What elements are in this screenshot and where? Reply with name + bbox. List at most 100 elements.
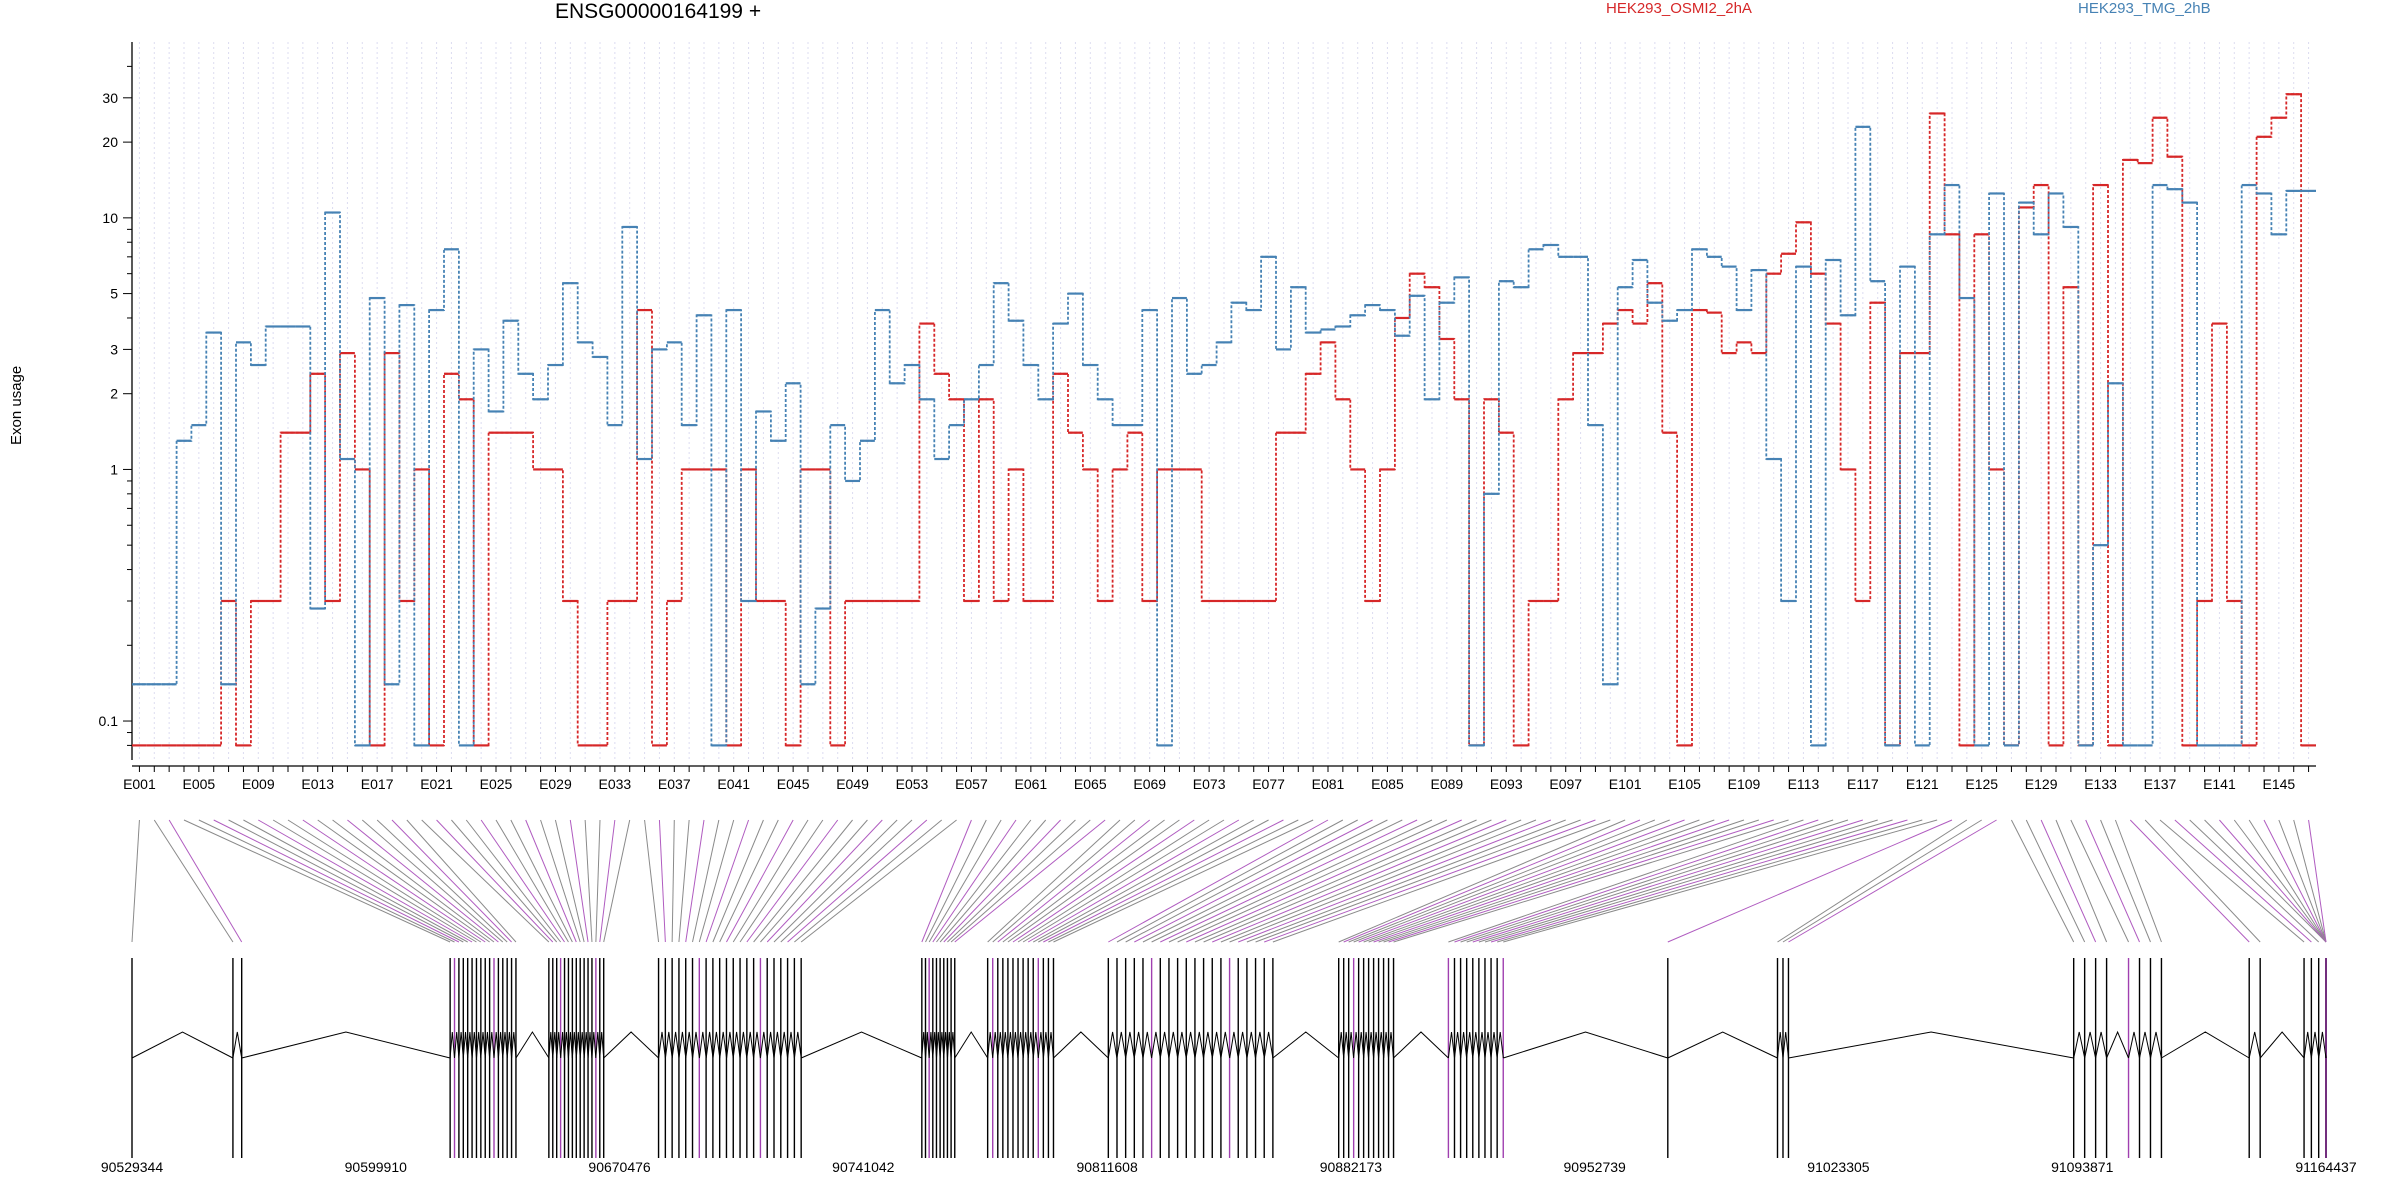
- connector-line: [2263, 819, 2327, 943]
- x-tick-label: E061: [1015, 776, 1048, 792]
- y-tick-label: 10: [102, 210, 118, 226]
- connector-line: [1186, 819, 1462, 943]
- connector-line: [1238, 819, 1552, 943]
- connector-line: [1116, 819, 1344, 943]
- connector-line: [1388, 819, 1774, 943]
- connector-line: [332, 819, 495, 943]
- connector-line: [131, 819, 140, 943]
- connector-line: [658, 819, 666, 943]
- x-tick-label: E077: [1252, 776, 1285, 792]
- connector-line: [2293, 819, 2327, 943]
- connector-line: [1368, 819, 1715, 943]
- connector-line: [1022, 819, 1225, 943]
- vertical-gridlines: [138, 42, 2310, 760]
- connector-line: [480, 819, 565, 943]
- x-tick-label: E117: [1847, 776, 1879, 792]
- connector-line: [1788, 819, 1997, 943]
- x-tick-label: E045: [777, 776, 810, 792]
- connector-line: [928, 819, 1002, 943]
- connector-line: [2114, 819, 2162, 943]
- connector-line: [599, 819, 616, 943]
- x-tick-label: E141: [2203, 776, 2236, 792]
- genomic-tick-label: 90670476: [588, 1159, 651, 1175]
- connector-line: [1032, 819, 1254, 943]
- x-tick-label: E129: [2025, 776, 2058, 792]
- connector-line: [1027, 819, 1240, 943]
- connector-line: [287, 819, 482, 943]
- connector-line: [644, 819, 660, 943]
- connector-line: [1194, 819, 1477, 943]
- legend-series-2: HEK293_TMG_2hB: [2078, 0, 2211, 17]
- y-tick-label: 20: [102, 134, 118, 150]
- x-axis: E001 E005 E009 E013 E017 E021 E025 E029 E033 E037…: [123, 765, 2316, 792]
- connector-line: [726, 819, 794, 943]
- connector-line: [361, 819, 504, 943]
- connector-line: [1358, 819, 1685, 943]
- connector-line: [2100, 819, 2151, 943]
- connector-line: [1472, 819, 1864, 943]
- x-tick-label: E137: [2144, 776, 2177, 792]
- connector-line: [554, 819, 585, 943]
- connector-line: [1383, 819, 1760, 943]
- y-tick-label: 30: [102, 90, 118, 106]
- connector-line: [936, 819, 1032, 943]
- x-tick-label: E001: [123, 776, 156, 792]
- connector-line: [451, 819, 558, 943]
- x-tick-label: E013: [301, 776, 334, 792]
- x-tick-label: E109: [1728, 776, 1761, 792]
- connector-line: [603, 819, 631, 943]
- connector-line: [987, 819, 1121, 943]
- connector-line: [943, 819, 1061, 943]
- connector-line: [1038, 819, 1269, 943]
- connector-line: [2010, 819, 2075, 943]
- connector-line: [2278, 819, 2327, 943]
- connector-line: [1246, 819, 1566, 943]
- connector-line: [1497, 819, 1923, 943]
- connector-line: [1151, 819, 1403, 943]
- connector-line: [2219, 819, 2327, 943]
- connector-line: [1373, 819, 1730, 943]
- connector-line: [2248, 819, 2327, 943]
- intron-lines: [131, 1030, 2327, 1059]
- connector-line: [153, 819, 234, 943]
- connector-line: [2144, 819, 2261, 943]
- connector-line: [800, 819, 957, 943]
- x-tick-label: E029: [539, 776, 572, 792]
- x-tick-label: E113: [1788, 776, 1820, 792]
- connector-line: [1007, 819, 1180, 943]
- connector-line: [1017, 819, 1210, 943]
- connector-line: [2204, 819, 2327, 943]
- connector-line: [712, 819, 764, 943]
- x-tick-label: E005: [183, 776, 216, 792]
- x-tick-label: E053: [896, 776, 929, 792]
- connector-line: [525, 819, 577, 943]
- connector-line: [1466, 819, 1849, 943]
- connector-line: [540, 819, 581, 943]
- connector-line: [243, 819, 468, 943]
- connector-line: [1142, 819, 1388, 943]
- series-line-2: [132, 125, 2316, 747]
- legend-series-1: HEK293_OSMI2_2hA: [1606, 0, 1752, 17]
- connector-line: [317, 819, 490, 943]
- x-tick-label: E021: [420, 776, 453, 792]
- connector-line: [1338, 819, 1626, 943]
- x-tick-label: E033: [599, 776, 632, 792]
- connector-line: [1348, 819, 1656, 943]
- connector-line: [272, 819, 477, 943]
- connector-line: [584, 819, 593, 943]
- connector-line: [760, 819, 868, 943]
- connector-line: [1053, 819, 1314, 943]
- connector-line: [787, 819, 928, 943]
- connector-line: [794, 819, 943, 943]
- connector-line: [932, 819, 1017, 943]
- connector-line: [1484, 819, 1893, 943]
- x-tick-label: E009: [242, 776, 275, 792]
- connector-line: [421, 819, 550, 943]
- y-tick-label: 0.1: [99, 713, 119, 729]
- connector-line: [213, 819, 460, 943]
- connector-line: [1448, 819, 1804, 943]
- x-tick-label: E025: [480, 776, 513, 792]
- connector-line: [2189, 819, 2320, 943]
- genomic-tick-label: 90882173: [1320, 1159, 1383, 1175]
